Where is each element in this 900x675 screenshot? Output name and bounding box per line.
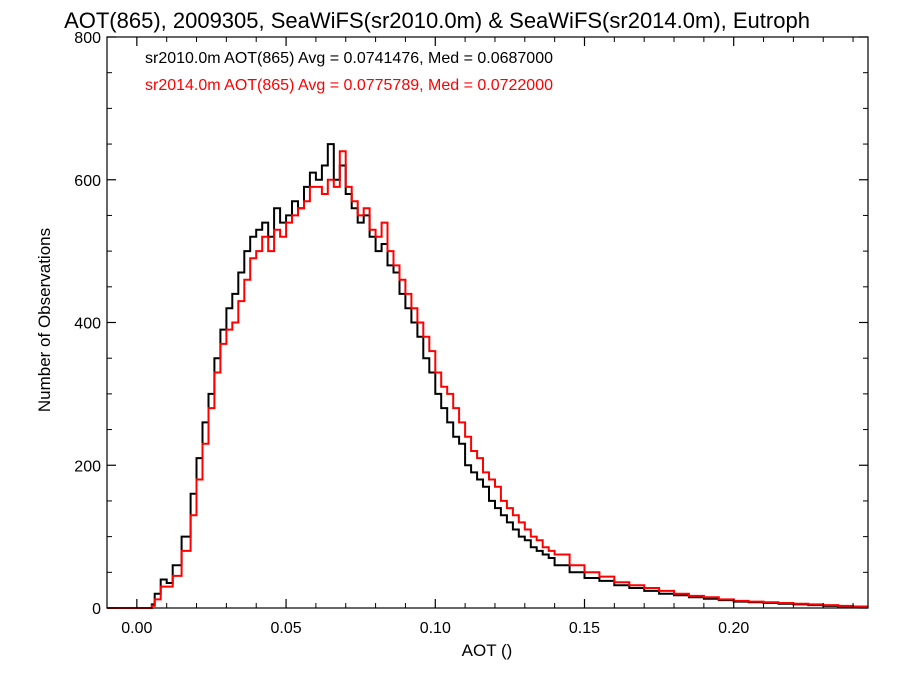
- x-tick-label: 0.10: [420, 620, 451, 637]
- x-tick-label: 0.00: [121, 620, 152, 637]
- x-tick-label: 0.20: [718, 620, 749, 637]
- y-tick-label: 200: [74, 458, 101, 475]
- annotation-red-series: sr2014.0m AOT(865) Avg = 0.0775789, Med …: [145, 77, 553, 94]
- y-axis-label: Number of Observations: [35, 228, 54, 412]
- x-tick-label: 0.05: [270, 620, 301, 637]
- chart-title: AOT(865), 2009305, SeaWiFS(sr2010.0m) & …: [64, 8, 810, 33]
- series-layer: [107, 143, 868, 609]
- ticks-layer: 0.00 0.05 0.10 0.15 0.20 0 200 400 600 800: [74, 30, 868, 637]
- x-axis-label: AOT (): [462, 641, 513, 660]
- plot-frame: [106, 36, 869, 609]
- series-line-black: [107, 143, 868, 609]
- y-tick-label: 400: [74, 316, 101, 333]
- x-tick-label: 0.15: [569, 620, 600, 637]
- annotation-black-series: sr2010.0m AOT(865) Avg = 0.0741476, Med …: [145, 50, 553, 67]
- series-line-red: [107, 150, 868, 609]
- y-tick-label: 600: [74, 173, 101, 190]
- y-tick-label: 0: [92, 601, 101, 618]
- y-tick-label: 800: [74, 30, 101, 47]
